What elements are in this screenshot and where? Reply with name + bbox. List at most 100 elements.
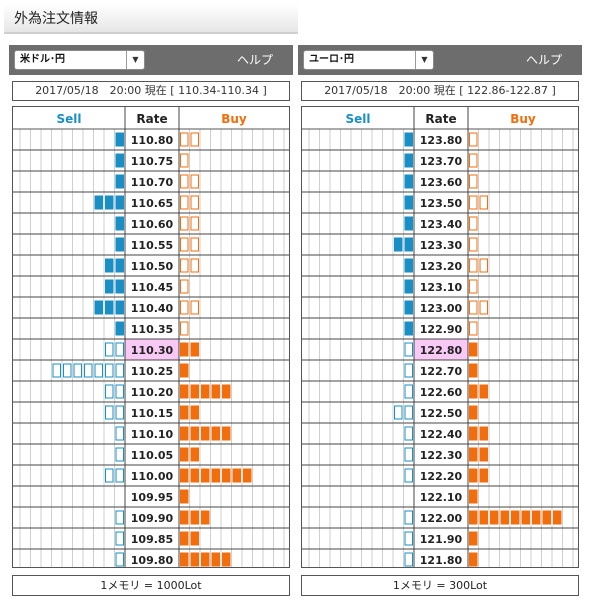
buy-order-bar bbox=[180, 279, 189, 294]
buy-order-bar bbox=[532, 510, 541, 525]
buy-order-bar bbox=[180, 405, 189, 420]
sell-order-bar bbox=[105, 384, 114, 399]
rate-label: 110.05 bbox=[131, 449, 173, 462]
sell-order-bar bbox=[115, 279, 124, 294]
buy-order-bar bbox=[190, 216, 199, 231]
sell-order-bar bbox=[404, 216, 413, 231]
buy-order-bar bbox=[469, 321, 478, 336]
buy-order-bar bbox=[201, 426, 210, 441]
buy-column-header: Buy bbox=[510, 112, 536, 126]
sell-order-bar bbox=[115, 153, 124, 168]
rate-label: 122.50 bbox=[420, 407, 463, 420]
sell-column-header: Sell bbox=[345, 112, 370, 126]
buy-order-bar bbox=[469, 426, 478, 441]
buy-order-bar bbox=[469, 174, 478, 189]
buy-order-bar bbox=[222, 468, 231, 483]
sell-order-bar bbox=[115, 132, 124, 147]
sell-order-bar bbox=[115, 363, 124, 378]
buy-order-bar bbox=[211, 426, 220, 441]
buy-order-bar bbox=[180, 468, 189, 483]
buy-order-bar bbox=[180, 426, 189, 441]
panel-header: ユーロ･円 ▼ ヘルプ bbox=[298, 45, 582, 75]
sell-order-bar bbox=[404, 153, 413, 168]
buy-order-bar bbox=[180, 258, 189, 273]
rate-label: 122.90 bbox=[420, 323, 463, 336]
buy-order-bar bbox=[542, 510, 551, 525]
buy-order-bar bbox=[553, 510, 562, 525]
sell-order-bar bbox=[105, 258, 114, 273]
chevron-down-icon[interactable]: ▼ bbox=[415, 51, 433, 69]
rate-label: 110.25 bbox=[131, 365, 173, 378]
buy-order-bar bbox=[180, 363, 189, 378]
buy-order-bar bbox=[180, 510, 189, 525]
buy-order-bar bbox=[511, 510, 520, 525]
usd-jpy-panel: 米ドル･円 ▼ ヘルプ 2017/05/18 20:00 現在 [ 110.34… bbox=[9, 45, 293, 598]
page-title: 外為注文情報 bbox=[4, 4, 298, 34]
sell-order-bar bbox=[404, 321, 413, 336]
rate-label: 123.80 bbox=[420, 134, 463, 147]
buy-order-bar bbox=[190, 552, 199, 567]
buy-order-bar bbox=[469, 363, 478, 378]
sell-order-bar bbox=[404, 132, 413, 147]
rate-label: 123.00 bbox=[420, 302, 463, 315]
rate-info-bar: 2017/05/18 20:00 現在 [ 110.34-110.34 ] bbox=[12, 81, 290, 101]
sell-order-bar bbox=[115, 531, 124, 546]
buy-order-bar bbox=[490, 510, 499, 525]
buy-order-bar bbox=[222, 426, 231, 441]
buy-order-bar bbox=[469, 300, 478, 315]
sell-order-bar bbox=[115, 195, 124, 210]
buy-order-bar bbox=[211, 384, 220, 399]
order-book-chart: Sell Rate Buy 123.80 123.70 123.60 123.50 123.4… bbox=[302, 107, 578, 567]
rate-label: 122.10 bbox=[420, 491, 463, 504]
rate-label: 122.20 bbox=[420, 470, 463, 483]
rate-label: 110.65 bbox=[131, 197, 173, 210]
rate-label: 123.60 bbox=[420, 176, 463, 189]
help-link[interactable]: ヘルプ bbox=[236, 53, 273, 67]
buy-order-bar bbox=[190, 405, 199, 420]
buy-order-bar bbox=[180, 216, 189, 231]
sell-order-bar bbox=[94, 195, 103, 210]
rate-label: 109.85 bbox=[131, 533, 173, 546]
buy-order-bar bbox=[190, 468, 199, 483]
currency-pair-label: 米ドル･円 bbox=[20, 54, 65, 65]
buy-order-bar bbox=[469, 468, 478, 483]
sell-order-bar bbox=[404, 174, 413, 189]
buy-order-bar bbox=[190, 531, 199, 546]
buy-order-bar bbox=[180, 321, 189, 336]
buy-order-bar bbox=[190, 342, 199, 357]
buy-order-bar bbox=[180, 531, 189, 546]
currency-pair-select[interactable]: ユーロ･円 ▼ bbox=[303, 50, 434, 70]
rate-column-header: Rate bbox=[136, 112, 167, 126]
sell-order-bar bbox=[404, 405, 413, 420]
rate-label: 110.00 bbox=[131, 470, 174, 483]
buy-order-bar bbox=[180, 153, 189, 168]
buy-order-bar bbox=[469, 531, 478, 546]
buy-order-bar bbox=[190, 132, 199, 147]
rate-label: 123.40 bbox=[420, 218, 463, 231]
rate-label: 122.80 bbox=[420, 344, 463, 357]
sell-order-bar bbox=[115, 237, 124, 252]
sell-order-bar bbox=[404, 258, 413, 273]
currency-pair-select[interactable]: 米ドル･円 ▼ bbox=[14, 50, 145, 70]
rate-label: 123.20 bbox=[420, 260, 463, 273]
rate-label: 122.60 bbox=[420, 386, 463, 399]
buy-order-bar bbox=[190, 300, 199, 315]
sell-order-bar bbox=[404, 384, 413, 399]
buy-order-bar bbox=[479, 426, 488, 441]
sell-order-bar bbox=[115, 300, 124, 315]
buy-order-bar bbox=[180, 237, 189, 252]
panel-header: 米ドル･円 ▼ ヘルプ bbox=[9, 45, 293, 75]
buy-order-bar bbox=[469, 279, 478, 294]
buy-order-bar bbox=[469, 510, 478, 525]
buy-order-bar bbox=[232, 468, 241, 483]
rate-label: 123.70 bbox=[420, 155, 463, 168]
sell-order-bar bbox=[52, 363, 61, 378]
sell-order-bar bbox=[115, 426, 124, 441]
buy-order-bar bbox=[190, 237, 199, 252]
help-link[interactable]: ヘルプ bbox=[525, 53, 562, 67]
buy-order-bar bbox=[521, 510, 530, 525]
sell-order-bar bbox=[73, 363, 82, 378]
buy-order-bar bbox=[469, 153, 478, 168]
chevron-down-icon[interactable]: ▼ bbox=[126, 51, 144, 69]
buy-order-bar bbox=[469, 447, 478, 462]
